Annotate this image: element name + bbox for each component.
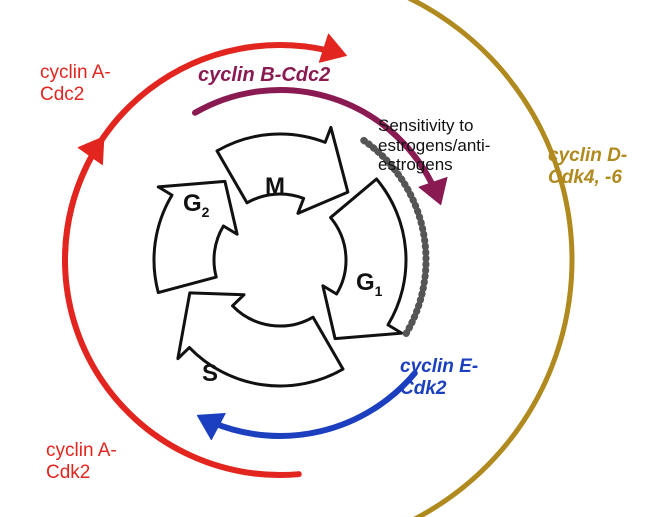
label-cyclinD: cyclin D- Cdk4, -6 bbox=[548, 145, 627, 189]
phase-label-G2: G2 bbox=[183, 190, 209, 220]
phase-label-M: M bbox=[265, 173, 285, 201]
cell-cycle-diagram: { "canvas": { "w": 658, "h": 517, "bg": … bbox=[0, 0, 658, 517]
sensitivity-label: Sensitivity to estrogens/anti- estrogens bbox=[378, 116, 490, 175]
phase-label-G1: G1 bbox=[356, 269, 382, 299]
label-cyclinB: cyclin B-Cdc2 bbox=[198, 64, 330, 87]
label-cyclinA-cdc2: cyclin A- Cdc2 bbox=[40, 62, 111, 106]
inner-cycle bbox=[154, 127, 406, 386]
label-cyclinA-cdk2: cyclin A- Cdk2 bbox=[46, 440, 117, 484]
phase-label-S: S bbox=[202, 360, 218, 388]
label-cyclinE: cyclin E- Cdk2 bbox=[400, 356, 478, 400]
